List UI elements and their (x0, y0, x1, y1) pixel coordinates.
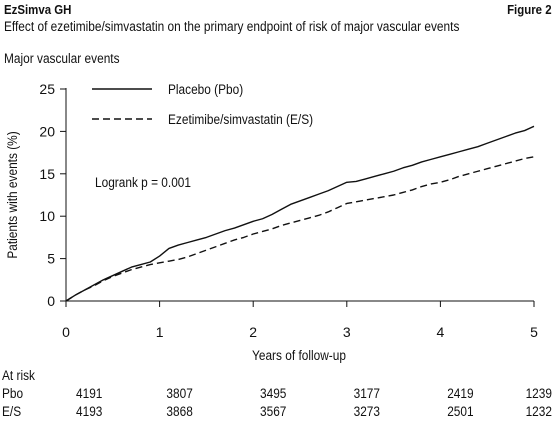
y-axis-label: Patients with events (%) (4, 131, 20, 258)
at-risk-value-0-4: 2419 (447, 385, 473, 401)
legend-label-placebo: Placebo (Pbo) (168, 81, 243, 97)
at-risk-value-1-3: 3273 (354, 403, 380, 419)
at-risk-value-1-2: 3567 (260, 403, 286, 419)
y-ticks: 0 5 10 15 20 25 (39, 81, 66, 309)
x-ticks: 0 1 2 3 4 5 (62, 301, 538, 340)
at-risk-label: At risk (2, 367, 36, 383)
x-tick-label-4: 4 (437, 324, 445, 340)
y-tick-label-5: 5 (47, 251, 55, 267)
at-risk-value-0-5: 1239 (526, 385, 552, 401)
series-line-placebo (66, 126, 534, 301)
logrank-annotation: Logrank p = 0.001 (95, 174, 191, 190)
at-risk-value-0-1: 3807 (166, 385, 192, 401)
at-risk-value-0-0: 4191 (76, 385, 102, 401)
x-tick-label-2: 2 (249, 324, 257, 340)
at-risk-value-1-4: 2501 (447, 403, 473, 419)
x-tick-label-0: 0 (62, 324, 70, 340)
at-risk-group-0: Pbo (2, 385, 23, 401)
y-tick-label-15: 15 (39, 166, 55, 182)
at-risk-value-1-5: 1232 (526, 403, 552, 419)
legend-label-ezetimibe: Ezetimibe/simvastatin (E/S) (168, 111, 313, 127)
at-risk-rows: Pbo 4191 3807 3495 3177 2419 1239 E/S 4193 3868 35… (2, 385, 552, 419)
at-risk-table: At risk Pbo 4191 3807 3495 3177 2419 1239 E/S 41… (2, 367, 552, 419)
series-layer (66, 126, 534, 301)
x-tick-label-3: 3 (343, 324, 351, 340)
at-risk-value-1-0: 4193 (76, 403, 102, 419)
x-tick-label-1: 1 (156, 324, 164, 340)
y-tick-label-25: 25 (39, 81, 55, 97)
y-tick-label-0: 0 (47, 293, 55, 309)
y-tick-label-20: 20 (39, 123, 55, 139)
at-risk-group-1: E/S (2, 403, 21, 419)
at-risk-value-1-1: 3868 (166, 403, 192, 419)
at-risk-value-0-2: 3495 (260, 385, 286, 401)
y-tick-label-10: 10 (39, 208, 55, 224)
x-tick-label-5: 5 (530, 324, 538, 340)
at-risk-value-0-3: 3177 (354, 385, 380, 401)
x-axis-label: Years of follow-up (252, 347, 346, 363)
legend: Placebo (Pbo) Ezetimibe/simvastatin (E/S… (92, 81, 313, 127)
